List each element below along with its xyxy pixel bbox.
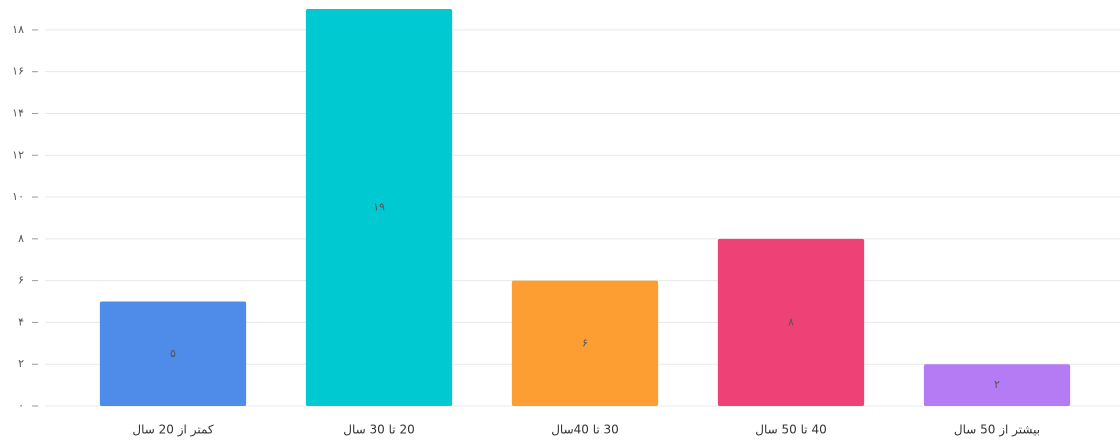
- data-label: ۵: [170, 347, 176, 360]
- data-label: ۶: [582, 336, 588, 349]
- x-tick-label: 40 تا 50 سال: [755, 423, 826, 437]
- x-tick-label: کمتر از 20 سال: [132, 423, 213, 438]
- x-tick-label: بیشتر از 50 سال: [954, 423, 1040, 438]
- y-tick-label: ۶: [18, 274, 24, 287]
- data-label: ۸: [788, 315, 794, 328]
- y-tick-label: ۲: [18, 357, 24, 370]
- data-label: ۲: [994, 378, 1000, 391]
- x-tick-label: 20 تا 30 سال: [343, 423, 414, 437]
- y-tick-label: ۴: [18, 315, 24, 328]
- bar: [923, 364, 1071, 406]
- y-tick-label: ۱۶: [12, 65, 24, 78]
- bar: [717, 238, 865, 406]
- bar: [99, 301, 247, 406]
- y-tick-label: ۱۰: [12, 190, 24, 203]
- y-tick-label: ۸: [18, 232, 24, 245]
- y-tick-label: ۱۴: [12, 106, 24, 119]
- y-tick-label: ۱۸: [12, 23, 24, 36]
- y-tick-label: ۰: [18, 399, 24, 412]
- bar: [305, 9, 453, 406]
- data-label: ۱۹: [373, 201, 385, 214]
- bar: [511, 280, 659, 406]
- x-tick-label: 30 تا 40سال: [551, 423, 619, 437]
- y-tick-label: ۱۲: [12, 148, 24, 161]
